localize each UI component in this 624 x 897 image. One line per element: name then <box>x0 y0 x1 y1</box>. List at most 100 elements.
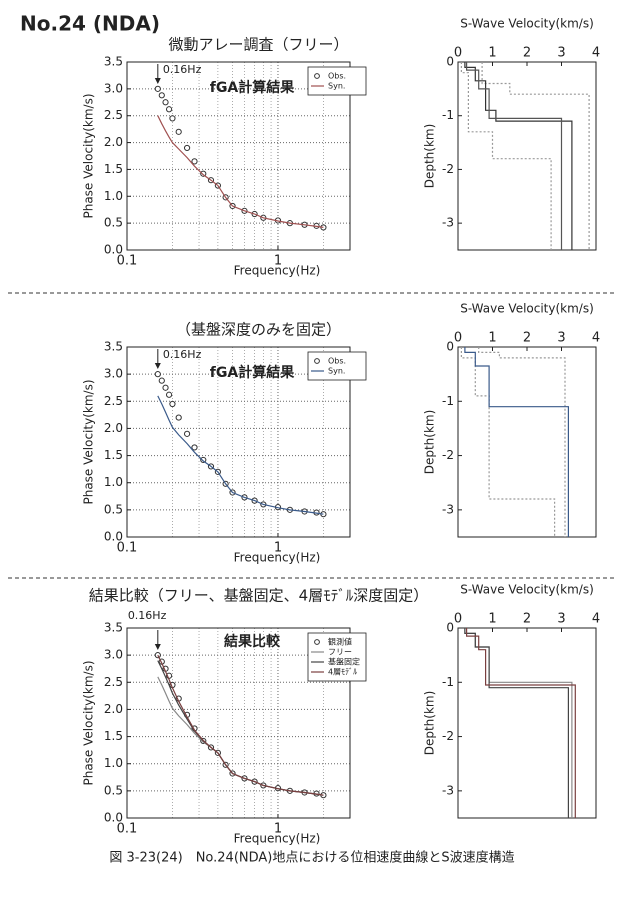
y-tick-label: 0.5 <box>104 502 123 516</box>
data-point <box>158 92 165 99</box>
legend-marker <box>314 639 320 645</box>
y-tick-label: 0.5 <box>104 216 123 230</box>
y-tick-label: -1 <box>442 108 454 122</box>
x-tick-label: 0.1 <box>117 822 138 837</box>
y-axis-label: Phase Velocity(km/s) <box>82 93 96 218</box>
x-tick-label: 1 <box>274 254 282 269</box>
x-tick-label: 0 <box>454 46 462 61</box>
data-point <box>183 144 191 152</box>
figure-caption: 図 3-23(24) No.24(NDA)地点における位相速度曲線とS波速度構造 <box>109 850 514 866</box>
y-axis-label: Phase Velocity(km/s) <box>82 379 96 504</box>
y-tick-label: 0.0 <box>104 243 123 257</box>
plot-frame <box>126 346 351 538</box>
annotation-arrowhead <box>154 363 161 369</box>
legend-label: Syn. <box>328 367 345 376</box>
y-tick-label: 3.0 <box>104 367 123 381</box>
y-tick-label: 2.5 <box>104 108 123 122</box>
series-line <box>464 628 569 818</box>
y-tick-label: -2 <box>442 729 454 743</box>
annotation-arrowhead <box>154 644 161 650</box>
y-tick-label: 1.5 <box>104 729 123 743</box>
x-axis-label: S-Wave Velocity(km/s) <box>460 583 594 597</box>
x-tick-label: 4 <box>592 46 600 61</box>
x-tick-label: 1 <box>488 612 496 627</box>
y-axis-label: Depth(km) <box>423 124 437 189</box>
x-axis-label: S-Wave Velocity(km/s) <box>460 302 594 316</box>
x-axis-label: Frequency(Hz) <box>234 832 321 846</box>
panel-subtitle: fGA計算結果 <box>210 79 295 96</box>
y-tick-label: 0 <box>446 340 454 354</box>
series-line <box>157 654 324 796</box>
y-tick-label: 3.0 <box>104 648 123 662</box>
plot-frame <box>457 627 597 819</box>
y-tick-label: 1.5 <box>104 448 123 462</box>
x-tick-label: 0 <box>454 612 462 627</box>
panel-subtitle: 結果比較 <box>224 633 281 650</box>
x-tick-label: 0.1 <box>117 254 138 269</box>
y-tick-label: 0 <box>446 621 454 635</box>
x-tick-label: 1 <box>488 331 496 346</box>
annotation-label: 0.16Hz <box>163 348 202 361</box>
series-line <box>466 628 576 818</box>
data-point <box>175 414 182 421</box>
x-tick-label: 0 <box>454 331 462 346</box>
data-point <box>154 371 161 378</box>
data-point <box>191 158 198 165</box>
y-tick-label: 1.0 <box>104 475 123 489</box>
annotation-label: 0.16Hz <box>128 609 167 622</box>
x-axis-label: Frequency(Hz) <box>234 551 321 565</box>
x-tick-label: 3 <box>557 331 565 346</box>
y-tick-label: 3.5 <box>104 340 123 354</box>
y-tick-label: 1.0 <box>104 756 123 770</box>
data-point <box>158 377 165 384</box>
y-tick-label: 3.0 <box>104 81 123 95</box>
plot-frame <box>126 627 351 819</box>
data-point <box>175 128 182 135</box>
data-point <box>169 400 176 408</box>
series-line <box>460 62 552 250</box>
x-tick-label: 1 <box>274 822 282 837</box>
y-axis-label: Phase Velocity(km/s) <box>82 660 96 785</box>
panel-title: （基盤深度のみを固定） <box>176 321 341 339</box>
legend-box <box>307 66 367 96</box>
x-tick-label: 2 <box>523 331 531 346</box>
series-line <box>478 347 566 537</box>
x-tick-label: 2 <box>523 46 531 61</box>
y-tick-label: 0.0 <box>104 811 123 825</box>
x-tick-label: 0.1 <box>117 541 138 556</box>
legend-marker <box>314 73 320 79</box>
legend-label: フリー <box>328 648 352 657</box>
y-tick-label: 3.5 <box>104 55 123 69</box>
y-tick-label: 2.0 <box>104 702 123 716</box>
x-tick-label: 4 <box>592 612 600 627</box>
y-axis-label: Depth(km) <box>423 410 437 475</box>
series-line <box>157 395 324 515</box>
series-line <box>460 347 556 537</box>
annotation-label: 0.16Hz <box>163 63 202 76</box>
legend-label: Syn. <box>328 82 345 91</box>
y-tick-label: -3 <box>442 783 454 797</box>
series-line <box>466 62 563 250</box>
y-tick-label: -3 <box>442 216 454 230</box>
x-tick-label: 3 <box>557 46 565 61</box>
y-tick-label: 0.0 <box>104 530 123 544</box>
y-tick-label: 2.5 <box>104 675 123 689</box>
legend-label: 4層ﾓﾃﾞﾙ <box>328 668 357 677</box>
plot-frame <box>457 346 597 538</box>
y-tick-label: 1.0 <box>104 189 123 203</box>
y-tick-label: 2.0 <box>104 421 123 435</box>
legend-label: 基盤固定 <box>328 657 360 667</box>
series-line <box>464 347 569 537</box>
x-tick-label: 4 <box>592 331 600 346</box>
y-tick-label: -1 <box>442 675 454 689</box>
annotation-arrowhead <box>154 78 161 84</box>
series-line <box>481 62 590 250</box>
series-line <box>464 628 573 818</box>
y-tick-label: -2 <box>442 448 454 462</box>
legend-label: Obs. <box>328 72 346 81</box>
plot-frame <box>126 61 351 251</box>
x-axis-label: Frequency(Hz) <box>234 264 321 278</box>
y-tick-label: -2 <box>442 162 454 176</box>
panel-title: 結果比較（フリー、基盤固定、4層ﾓﾃﾞﾙ深度固定） <box>89 587 428 605</box>
panel-title: 微動アレー調査（フリー） <box>168 36 348 54</box>
